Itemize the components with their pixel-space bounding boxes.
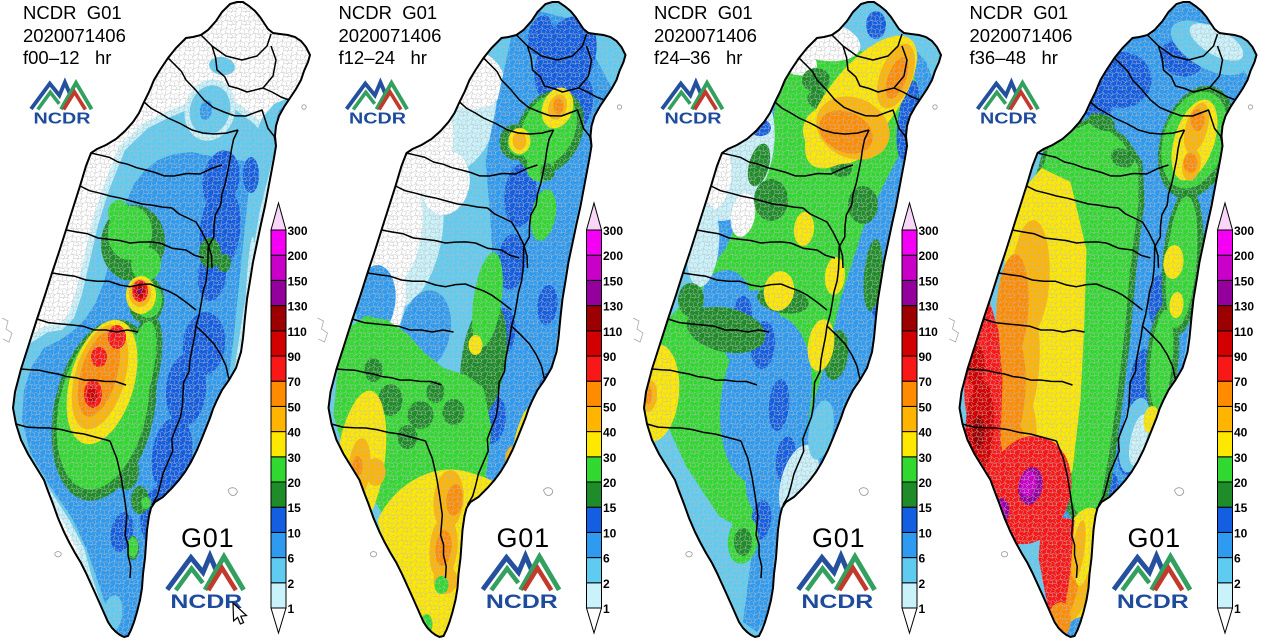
svg-text:2020071406: 2020071406 bbox=[970, 25, 1073, 46]
svg-text:f24–36 hr: f24–36 hr bbox=[654, 47, 742, 68]
svg-text:f36–48 hr: f36–48 hr bbox=[970, 47, 1058, 68]
svg-text:f12–24 hr: f12–24 hr bbox=[339, 47, 427, 68]
svg-text:2020071406: 2020071406 bbox=[23, 25, 126, 46]
svg-text:NCDR G01: NCDR G01 bbox=[23, 2, 122, 23]
svg-text:f00–12 hr: f00–12 hr bbox=[23, 47, 111, 68]
svg-text:G01: G01 bbox=[812, 523, 865, 553]
svg-text:NCDR G01: NCDR G01 bbox=[654, 2, 753, 23]
svg-text:G01: G01 bbox=[1128, 523, 1181, 553]
svg-text:NCDR G01: NCDR G01 bbox=[339, 2, 438, 23]
svg-text:2020071406: 2020071406 bbox=[654, 25, 757, 46]
svg-text:2020071406: 2020071406 bbox=[339, 25, 442, 46]
svg-text:G01: G01 bbox=[497, 523, 550, 553]
svg-text:G01: G01 bbox=[181, 523, 234, 553]
svg-text:NCDR G01: NCDR G01 bbox=[970, 2, 1069, 23]
